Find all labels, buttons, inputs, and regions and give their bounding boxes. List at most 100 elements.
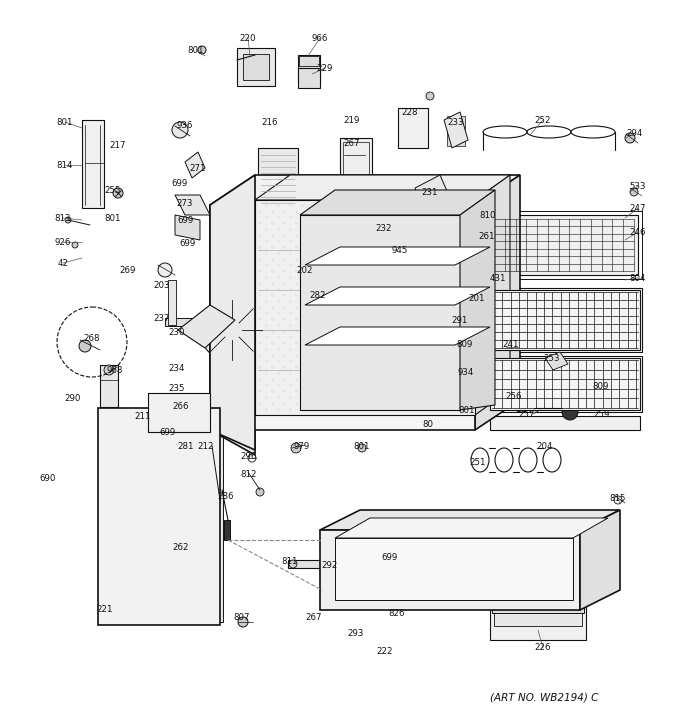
Text: 222: 222 (377, 647, 393, 657)
Bar (447, 116, 465, 146)
Text: 699: 699 (382, 553, 398, 563)
Text: 247: 247 (630, 204, 646, 212)
Text: 968: 968 (107, 365, 123, 375)
Circle shape (510, 388, 534, 412)
Text: 252: 252 (534, 115, 551, 125)
Text: 812: 812 (241, 470, 257, 478)
Text: 291: 291 (452, 315, 469, 325)
Circle shape (479, 213, 489, 223)
Circle shape (210, 497, 220, 507)
Polygon shape (475, 175, 510, 415)
Bar (228, 388, 252, 403)
Circle shape (104, 365, 114, 375)
Circle shape (625, 133, 635, 143)
Text: 966: 966 (312, 33, 328, 43)
Text: 273: 273 (177, 199, 193, 207)
Text: 233: 233 (447, 117, 464, 126)
Text: 271: 271 (190, 164, 206, 173)
Polygon shape (210, 200, 255, 455)
Text: 281: 281 (177, 442, 194, 450)
Text: 801: 801 (188, 46, 204, 54)
Text: 221: 221 (97, 605, 114, 615)
Text: 259: 259 (594, 410, 610, 418)
Text: 216: 216 (262, 117, 278, 126)
Polygon shape (490, 358, 640, 410)
Text: 811: 811 (282, 558, 299, 566)
Polygon shape (210, 175, 520, 205)
Text: 267: 267 (344, 138, 360, 147)
Polygon shape (178, 305, 235, 348)
Polygon shape (300, 215, 460, 410)
Circle shape (506, 343, 514, 351)
Circle shape (480, 234, 488, 242)
Text: 80: 80 (422, 420, 434, 428)
Polygon shape (175, 195, 210, 215)
Bar (488, 288, 642, 352)
Text: 810: 810 (480, 210, 496, 220)
Polygon shape (210, 175, 255, 450)
Text: 220: 220 (240, 33, 256, 43)
Text: 237: 237 (154, 313, 170, 323)
Circle shape (200, 298, 264, 362)
Circle shape (426, 92, 434, 100)
Text: 826: 826 (389, 610, 405, 618)
Polygon shape (175, 215, 200, 240)
Bar (343, 142, 369, 188)
Polygon shape (255, 175, 510, 200)
Text: 936: 936 (177, 120, 193, 130)
Circle shape (480, 298, 488, 306)
Bar (168, 280, 176, 325)
Text: 212: 212 (198, 442, 214, 450)
Bar (490, 416, 640, 430)
Bar (165, 318, 205, 326)
Polygon shape (580, 510, 620, 610)
Circle shape (238, 617, 248, 627)
Text: 801: 801 (56, 117, 73, 126)
Circle shape (291, 443, 301, 453)
Text: 934: 934 (458, 368, 474, 376)
Text: 807: 807 (234, 613, 250, 623)
Bar (100, 365, 118, 407)
Text: 699: 699 (179, 239, 195, 247)
Bar (298, 68, 320, 88)
Circle shape (382, 242, 402, 262)
Polygon shape (444, 112, 468, 148)
Bar (490, 560, 586, 640)
Bar (340, 138, 372, 193)
Text: 201: 201 (469, 294, 486, 302)
Circle shape (420, 422, 428, 430)
Circle shape (562, 404, 578, 420)
Circle shape (222, 320, 242, 340)
Polygon shape (300, 190, 495, 215)
Bar (198, 402, 224, 416)
Polygon shape (148, 393, 210, 432)
Text: 945: 945 (392, 246, 408, 254)
Text: 292: 292 (322, 561, 338, 571)
Text: 296: 296 (241, 452, 257, 460)
Circle shape (158, 263, 172, 277)
Text: 253: 253 (544, 354, 560, 362)
Text: 217: 217 (109, 141, 126, 149)
Text: 699: 699 (172, 178, 188, 188)
Bar (486, 211, 642, 279)
Polygon shape (490, 290, 640, 350)
Text: 230: 230 (169, 328, 185, 336)
Text: 234: 234 (169, 363, 185, 373)
Text: 42: 42 (58, 259, 69, 268)
Polygon shape (475, 175, 520, 430)
Circle shape (289, 560, 297, 568)
Text: 804: 804 (630, 273, 646, 283)
Bar (398, 108, 428, 148)
Circle shape (79, 340, 91, 352)
Text: 241: 241 (503, 339, 520, 349)
Bar (488, 356, 642, 412)
Circle shape (113, 188, 123, 198)
Text: 251: 251 (470, 457, 486, 466)
Polygon shape (415, 175, 450, 212)
Polygon shape (305, 247, 490, 265)
Polygon shape (460, 190, 495, 410)
Polygon shape (545, 352, 568, 370)
Text: 261: 261 (479, 231, 495, 241)
Text: 203: 203 (154, 281, 170, 289)
Text: 226: 226 (534, 644, 551, 652)
